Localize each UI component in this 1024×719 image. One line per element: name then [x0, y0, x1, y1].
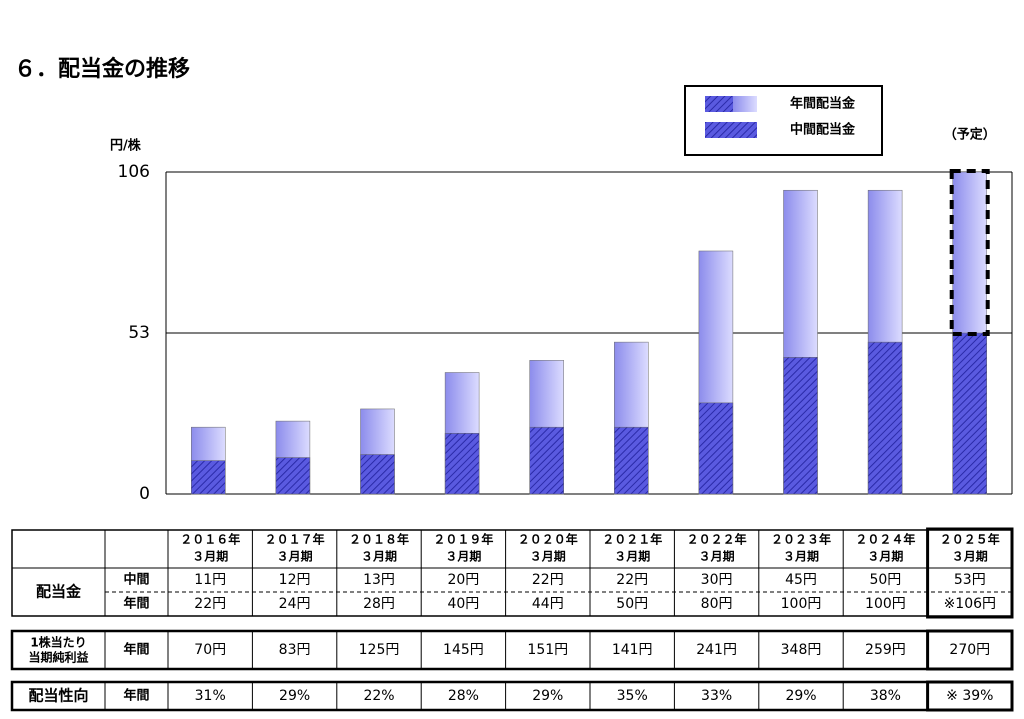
table-cell: 11円 [194, 572, 226, 588]
table-cell: 20円 [447, 572, 479, 588]
row-sublabel: 中間 [123, 572, 149, 588]
table-cell: 31% [195, 688, 226, 704]
y-tick-label: 53 [128, 323, 150, 343]
column-header: ２０１６年 [180, 532, 240, 547]
table-cell: 24円 [279, 596, 311, 612]
table-cell: 50円 [869, 572, 901, 588]
legend-swatch [733, 96, 757, 112]
column-header: ３月期 [783, 549, 819, 564]
table-cell: 40円 [447, 596, 479, 612]
column-header: ２０２０年 [518, 532, 578, 547]
table-cell: 241円 [696, 642, 737, 658]
bar [360, 454, 395, 495]
column-header: ３月期 [445, 549, 481, 564]
table-cell: 80円 [701, 596, 733, 612]
row-label: 1株当たり [30, 635, 86, 650]
highlight [926, 527, 1014, 619]
y-tick-label: 106 [118, 162, 150, 182]
y-tick-label: 0 [139, 484, 150, 504]
y-axis-label: 円/株 [110, 138, 142, 154]
bar [952, 332, 987, 495]
table-cell: 100円 [781, 596, 822, 612]
page-title: ６．配当金の推移 [14, 56, 190, 82]
table-cell: 22円 [532, 572, 564, 588]
legend-swatch [705, 96, 733, 112]
bar [275, 457, 311, 495]
highlight [926, 680, 1014, 712]
table-cell: 29% [279, 688, 310, 704]
table-cell: 28円 [363, 596, 395, 612]
table-cell: 151円 [527, 642, 568, 658]
bar [529, 426, 564, 495]
table-cell: 13円 [363, 572, 395, 588]
row-label: 配当性向 [28, 687, 88, 705]
bar [444, 432, 480, 495]
table-cell: 28% [448, 688, 479, 704]
table-cell: 83円 [279, 642, 311, 658]
table-cell: 44円 [532, 596, 564, 612]
row-sublabel: 年間 [123, 642, 149, 658]
column-header: ２０２５年 [940, 532, 1000, 547]
table-cell: 53円 [954, 572, 986, 588]
row-label: 配当金 [36, 583, 82, 601]
column-header: ３月期 [952, 549, 988, 564]
column-header: ３月期 [530, 549, 566, 564]
table-cell: 35% [617, 688, 648, 704]
column-header: ３月期 [614, 549, 650, 564]
table-cell: 259円 [865, 642, 906, 658]
column-header: ２０２３年 [771, 532, 831, 547]
table-cell: 30円 [701, 572, 733, 588]
table-cell: 22% [363, 688, 394, 704]
table-cell: ※ 39% [946, 688, 993, 704]
forecast-outline [949, 169, 990, 336]
column-header: ２０１９年 [433, 532, 493, 547]
legend-label: 年間配当金 [790, 96, 856, 112]
bar [867, 341, 903, 495]
column-header: ３月期 [192, 549, 228, 564]
row-sublabel: 年間 [123, 688, 149, 704]
column-header: ２０２２年 [687, 532, 747, 547]
table-cell: 29% [532, 688, 563, 704]
table-frame [10, 629, 1014, 671]
table-cell: 45円 [785, 572, 817, 588]
column-header: ３月期 [361, 549, 397, 564]
highlight [926, 629, 1014, 671]
table-cell: 33% [701, 688, 732, 704]
legend-label: 中間配当金 [790, 122, 856, 138]
column-header: ２０１７年 [265, 532, 325, 547]
column-header: ２０１８年 [349, 532, 409, 547]
annotation: （予定） [944, 127, 996, 143]
table-cell: 38% [870, 688, 901, 704]
table-cell: 70円 [194, 642, 226, 658]
table-cell: 270円 [949, 642, 990, 658]
table-cell: 22円 [194, 596, 226, 612]
column-header: ３月期 [277, 549, 313, 564]
column-header: ３月期 [867, 549, 903, 564]
bar [783, 357, 818, 495]
table-cell: 125円 [359, 642, 400, 658]
table-cell: 100円 [865, 596, 906, 612]
table-cell: 145円 [443, 642, 484, 658]
bar [191, 460, 226, 495]
table-cell: ※106円 [944, 596, 996, 612]
column-header: ２０２４年 [855, 532, 915, 547]
row-sublabel: 年間 [123, 596, 149, 612]
table-frame [10, 680, 1014, 712]
legend-swatch [705, 122, 757, 138]
table-cell: 12円 [279, 572, 311, 588]
table-cell: 141円 [612, 642, 653, 658]
bar [614, 426, 649, 495]
column-header: ３月期 [699, 549, 735, 564]
table-cell: 29% [785, 688, 816, 704]
table-cell: 50円 [616, 596, 648, 612]
table-cell: 348円 [781, 642, 822, 658]
bar [698, 402, 734, 495]
column-header: ２０２１年 [602, 532, 662, 547]
table-cell: 22円 [616, 572, 648, 588]
row-label: 当期純利益 [28, 650, 88, 665]
